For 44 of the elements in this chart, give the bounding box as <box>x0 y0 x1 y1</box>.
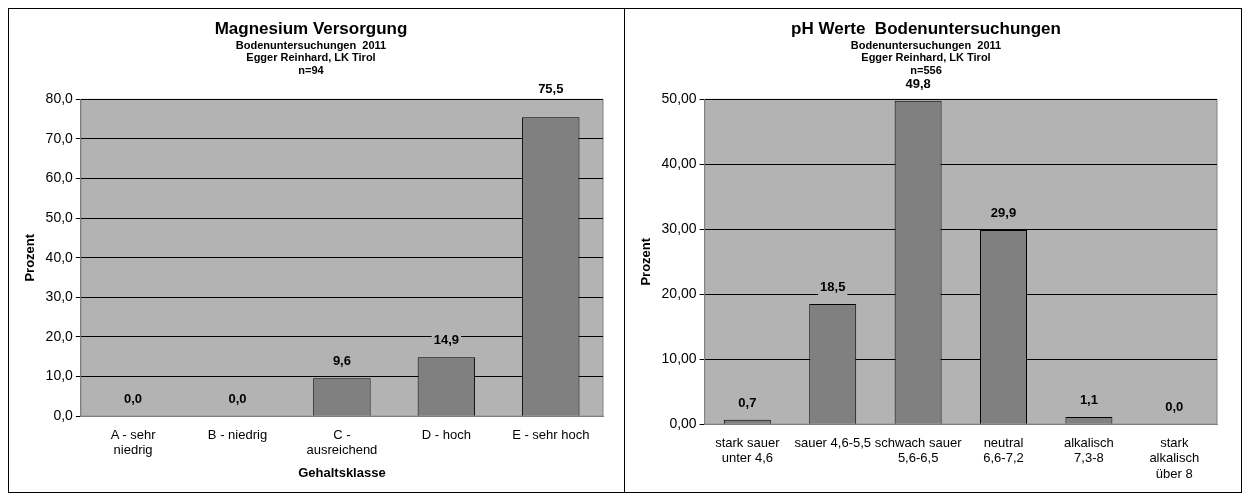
y-axis-title: Prozent <box>22 233 38 282</box>
y-axis-title: Prozent <box>638 237 654 286</box>
y-tick-label: 30,00 <box>661 220 697 237</box>
y-tick-label: 0,0 <box>53 407 74 424</box>
chart-title: pH Werte Bodenuntersuchungen <box>791 18 1061 38</box>
chart-subtitle: Bodenuntersuchungen 2011 Egger Reinhard, LK Tirol n=94 <box>235 38 387 77</box>
x-tick-label: neutral 6,6-7,2 <box>983 434 1024 466</box>
x-tick-label: E - sehr hoch <box>512 426 590 442</box>
y-tick-label: 50,00 <box>661 90 697 107</box>
x-tick-label: D - hoch <box>421 426 471 442</box>
y-tick-label: 50,0 <box>45 209 74 226</box>
data-label: 49,8 <box>905 75 931 91</box>
y-tick-label: 40,00 <box>661 155 697 172</box>
y-tick-label: 0,00 <box>669 415 697 432</box>
y-tick-label: 20,0 <box>45 327 74 344</box>
y-tick-label: 80,0 <box>45 90 74 107</box>
x-tick-label: alkalisch 7,3-8 <box>1063 434 1114 466</box>
x-tick-label: schwach sauer 5,6-6,5 <box>874 434 963 466</box>
data-label: 1,1 <box>1079 392 1098 408</box>
y-tick-label: 40,0 <box>45 248 74 265</box>
data-label: 0,0 <box>1165 399 1184 415</box>
y-tick-label: 30,0 <box>45 288 74 305</box>
x-tick-label: B - niedrig <box>207 426 268 442</box>
data-label: 29,9 <box>990 205 1017 221</box>
y-tick-label: 60,0 <box>45 169 74 186</box>
chart-title: Magnesium Versorgung <box>214 18 408 38</box>
data-label: 0,0 <box>228 391 247 407</box>
x-tick-label: stark sauer unter 4,6 <box>715 434 781 466</box>
data-label: 0,0 <box>124 391 143 407</box>
x-tick-label: sauer 4,6-5,5 <box>794 434 872 450</box>
y-tick-label: 10,0 <box>45 367 74 384</box>
x-axis-title: Gehaltsklasse <box>298 464 386 480</box>
y-tick-label: 70,0 <box>45 129 74 146</box>
data-label: 14,9 <box>433 332 460 348</box>
data-label: 75,5 <box>538 81 564 97</box>
data-label: 0,7 <box>738 394 757 410</box>
x-tick-label: stark alkalisch über 8 <box>1149 434 1200 481</box>
x-tick-label: C - ausreichend <box>306 426 378 458</box>
chart-subtitle: Bodenuntersuchungen 2011 Egger Reinhard, LK Tirol n=556 <box>850 38 1002 77</box>
data-label: 9,6 <box>332 353 351 369</box>
y-tick-label: 10,00 <box>661 350 697 367</box>
x-tick-label: A - sehr niedrig <box>110 426 157 458</box>
data-label: 18,5 <box>820 279 846 295</box>
y-tick-label: 20,00 <box>661 285 697 302</box>
